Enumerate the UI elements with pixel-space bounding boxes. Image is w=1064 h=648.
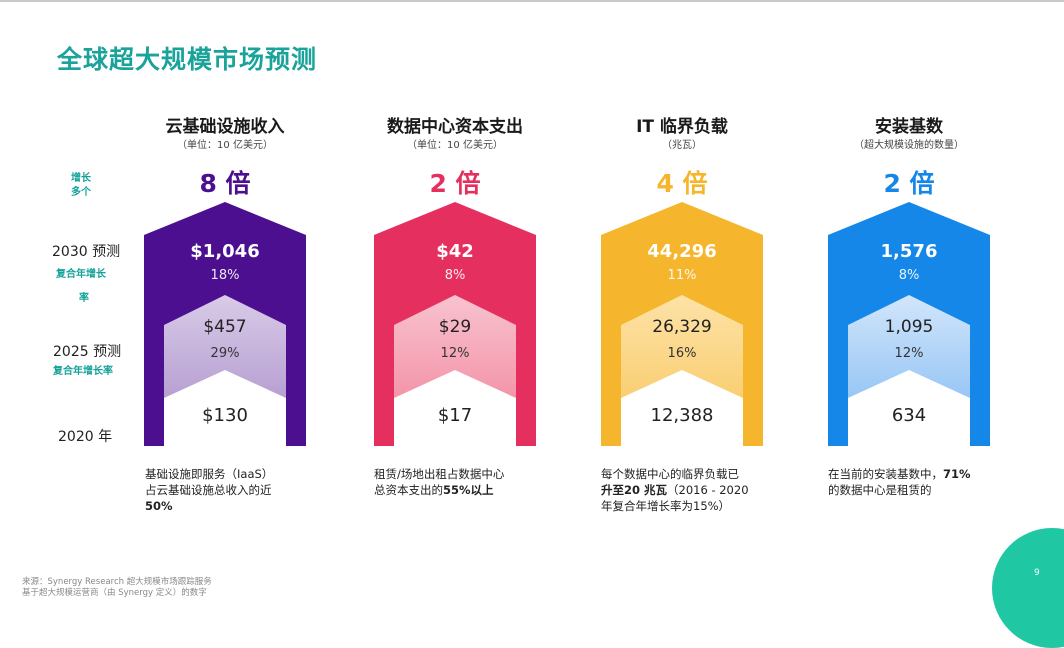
column-title: 数据中心资本支出 <box>387 117 523 137</box>
note-highlight: 升至20 兆瓦 <box>601 483 668 497</box>
note-line: （2016 - 2020 <box>667 483 749 497</box>
note-line: 每个数据中心的临界负载已 <box>601 467 739 481</box>
cagr-2025: 29% <box>210 346 240 361</box>
source-footnote: 来源：Synergy Research 超大规模市场跟踪服务 基于超大规模运营商… <box>22 577 212 599</box>
value-2025: 1,095 <box>884 317 934 337</box>
growth-multiplier: 2 倍 <box>883 169 935 198</box>
cagr-2030-label-line2: 率 <box>79 293 89 304</box>
note-line: 年复合年增长率为15%） <box>601 499 731 513</box>
year-2020-label: 2020 年 <box>58 429 113 445</box>
value-2020: $130 <box>202 405 248 426</box>
corner-decoration <box>992 528 1064 648</box>
value-2020: $17 <box>437 405 473 426</box>
note-datacenter-capex: 租赁/场地出租占数据中心 总资本支出的55%以上 <box>374 466 549 498</box>
cagr-2030: 11% <box>667 268 697 283</box>
cagr-2025: 12% <box>894 346 924 361</box>
growth-arrow-graphic: $1,046 18% $457 29% $130 <box>144 202 306 446</box>
note-cloud-revenue: 基础设施即服务（IaaS） 占云基础设施总收入的近 50% <box>145 466 320 514</box>
column-unit: （单位：10 亿美元） <box>177 140 273 151</box>
value-2020: 634 <box>891 405 927 426</box>
growth-multiplier: 2 倍 <box>429 169 481 198</box>
growth-label-line1: 增长 <box>71 173 91 184</box>
value-2020: 12,388 <box>650 405 714 426</box>
top-border <box>0 0 1064 2</box>
page-number: 9 <box>1034 568 1040 578</box>
value-2030: 44,296 <box>647 241 717 262</box>
growth-arrow-graphic: 44,296 11% 26,329 16% 12,388 <box>601 202 763 446</box>
page-title: 全球超大规模市场预测 <box>57 45 318 74</box>
cagr-2030: 18% <box>210 268 240 283</box>
column-unit: （超大规模设施的数量） <box>854 140 964 151</box>
growth-label: 增长 多个 <box>71 172 91 200</box>
forecast-2030-label: 2030 预测 <box>52 244 121 260</box>
growth-multiplier: 4 倍 <box>656 169 708 198</box>
note-line: 的数据中心是租赁的 <box>828 483 932 497</box>
value-2025: 26,329 <box>652 317 712 337</box>
note-line: 占云基础设施总收入的近 <box>145 483 272 497</box>
value-2030: $1,046 <box>190 241 260 262</box>
source-line: 基于超大规模运营商（由 Synergy 定义）的数字 <box>22 588 207 598</box>
cagr-2030: 8% <box>898 268 920 283</box>
note-it-critical-load: 每个数据中心的临界负载已 升至20 兆瓦（2016 - 2020 年复合年增长率… <box>601 466 776 514</box>
note-line: 在当前的安装基数中， <box>828 467 943 481</box>
value-2025: $29 <box>438 317 472 337</box>
column-title: 安装基数 <box>875 117 943 137</box>
forecast-2025-label: 2025 预测 <box>53 344 122 360</box>
cagr-2025-label: 复合年增长率 <box>53 366 113 377</box>
cagr-2025: 12% <box>440 346 470 361</box>
column-title: 云基础设施收入 <box>165 117 285 137</box>
growth-multiplier: 8 倍 <box>199 169 251 198</box>
note-highlight: 55%以上 <box>443 483 494 497</box>
column-title: IT 临界负载 <box>636 117 728 137</box>
value-2030: 1,576 <box>880 241 938 262</box>
note-line: 租赁/场地出租占数据中心 <box>374 467 505 481</box>
cagr-2030-label-line1: 复合年增长 <box>56 269 106 280</box>
cagr-2025: 16% <box>667 346 697 361</box>
column-unit: （单位：10 亿美元） <box>407 140 503 151</box>
value-2025: $457 <box>203 317 247 337</box>
column-unit: （兆瓦） <box>662 140 702 151</box>
cagr-2030: 8% <box>444 268 466 283</box>
source-line: 来源：Synergy Research 超大规模市场跟踪服务 <box>22 577 212 587</box>
note-line: 总资本支出的 <box>374 483 443 497</box>
growth-arrow-graphic: $42 8% $29 12% $17 <box>374 202 536 446</box>
growth-arrow-graphic: 1,576 8% 1,095 12% 634 <box>828 202 990 446</box>
value-2030: $42 <box>436 241 474 262</box>
growth-label-line2: 多个 <box>71 187 91 198</box>
note-highlight: 50% <box>145 499 173 513</box>
note-installed-base: 在当前的安装基数中，71% 的数据中心是租赁的 <box>828 466 1008 498</box>
note-line: 基础设施即服务（IaaS） <box>145 467 274 481</box>
note-highlight: 71% <box>943 467 971 481</box>
